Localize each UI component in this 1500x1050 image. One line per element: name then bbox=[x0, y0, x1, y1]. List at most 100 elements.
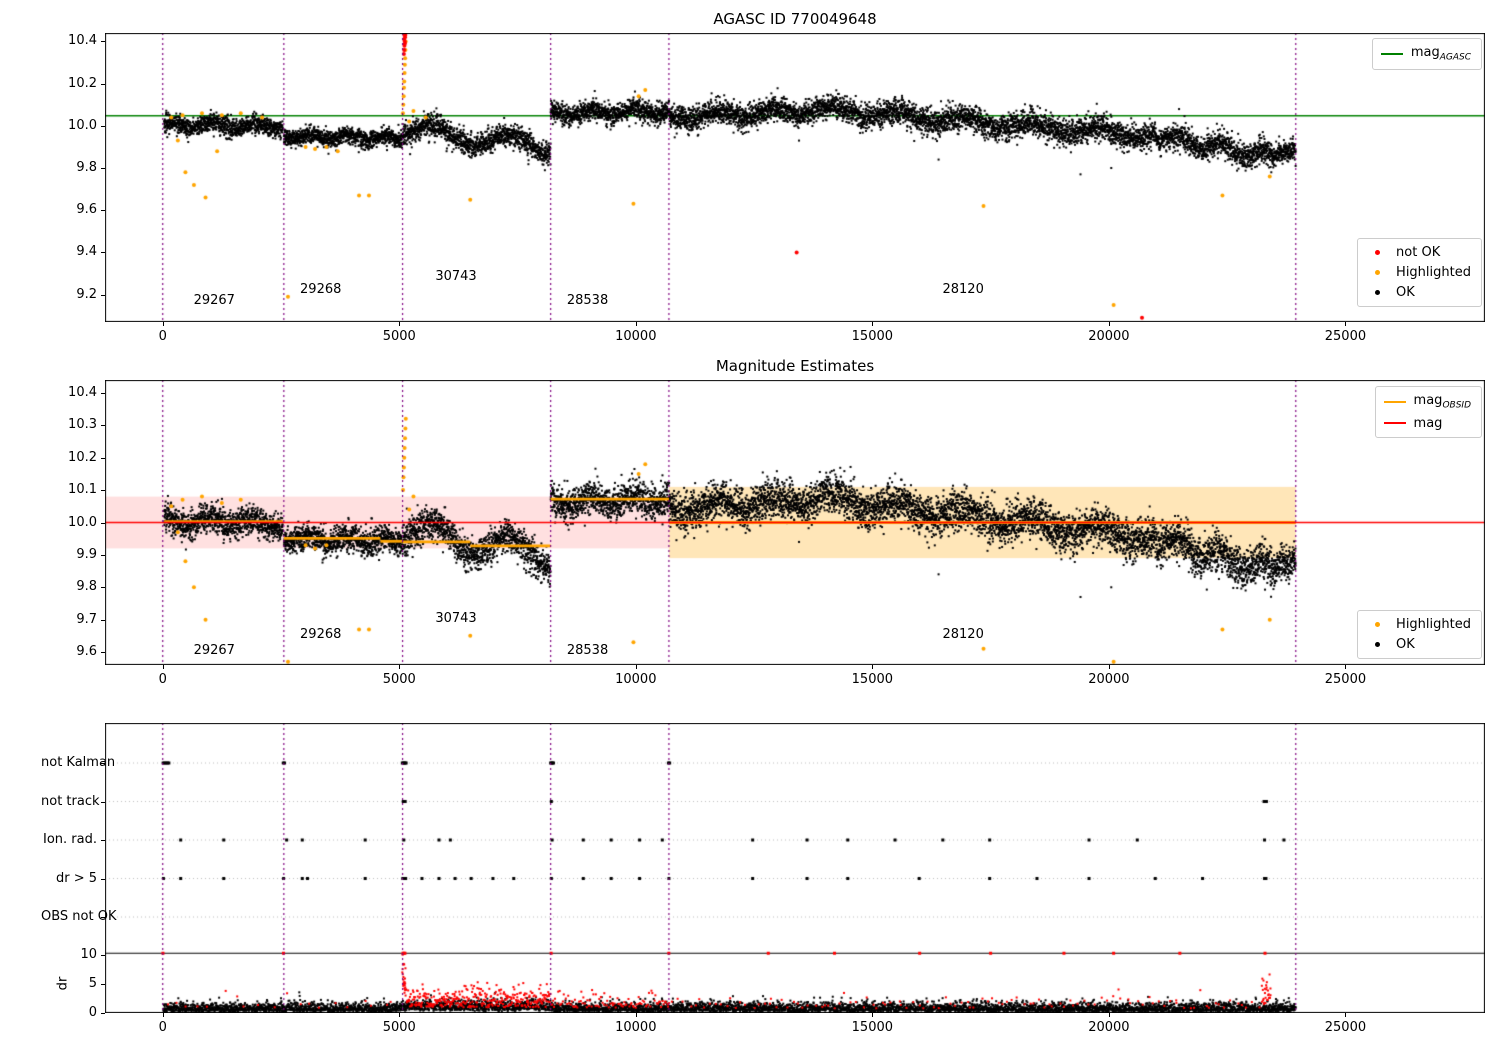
y-tick-label: 9.2 bbox=[76, 286, 97, 302]
plot2-title: Magnitude Estimates bbox=[715, 357, 875, 375]
flag-row-label: dr > 5 bbox=[55, 870, 97, 886]
obsid-annotation: 28538 bbox=[566, 292, 609, 308]
legend: magOBSID mag bbox=[1374, 386, 1482, 438]
legend: magAGASC bbox=[1371, 38, 1482, 70]
legend-dot-swatch bbox=[1366, 250, 1388, 255]
legend-dot-swatch bbox=[1366, 270, 1388, 275]
x-tick-label: 15000 bbox=[851, 672, 894, 687]
flag-row-label: Ion. rad. bbox=[43, 832, 97, 847]
y-tick-mark bbox=[101, 210, 105, 212]
legend-label: mag bbox=[1413, 415, 1443, 431]
y-tick-label: 10.2 bbox=[68, 449, 97, 465]
y-tick-mark bbox=[101, 1013, 105, 1014]
legend-dot-swatch bbox=[1366, 642, 1388, 647]
y-tick-label: 9.8 bbox=[76, 579, 97, 595]
x-tick-label: 20000 bbox=[1088, 1020, 1130, 1035]
x-tick-mark bbox=[635, 1013, 637, 1017]
y-tick-label: 9.7 bbox=[76, 611, 97, 627]
x-tick-mark bbox=[635, 665, 637, 669]
legend: not OK Highlighted OK bbox=[1357, 238, 1482, 307]
obsid-annotation: 30743 bbox=[435, 611, 477, 627]
y-tick-mark bbox=[101, 125, 105, 127]
obsid-annotation: 29268 bbox=[300, 282, 342, 298]
legend-item: Highlighted bbox=[1366, 265, 1471, 280]
y-tick-mark bbox=[101, 619, 105, 621]
x-tick-mark bbox=[872, 665, 874, 669]
y-tick-mark bbox=[101, 587, 105, 589]
dr-axis-label: dr bbox=[55, 976, 71, 991]
x-tick-label: 5000 bbox=[382, 1020, 416, 1035]
agasc-mag-plot-canvas bbox=[105, 33, 1485, 322]
y-tick-label: 10.0 bbox=[68, 117, 97, 133]
legend-label: magOBSID bbox=[1413, 393, 1471, 411]
y-tick-label: 9.6 bbox=[76, 202, 97, 218]
y-tick-label: 9.9 bbox=[76, 546, 97, 562]
y-tick-mark bbox=[101, 955, 105, 956]
x-tick-mark bbox=[1345, 665, 1347, 669]
legend-dot-swatch bbox=[1366, 290, 1388, 295]
legend-item: mag bbox=[1383, 415, 1471, 431]
y-tick-label: 10.4 bbox=[68, 384, 97, 400]
y-tick-mark bbox=[101, 83, 105, 85]
legend: Highlighted OK bbox=[1357, 610, 1482, 659]
x-tick-mark bbox=[1345, 322, 1347, 326]
legend-line-swatch bbox=[1380, 52, 1403, 55]
x-tick-label: 25000 bbox=[1324, 1020, 1367, 1035]
y-tick-label: 9.8 bbox=[76, 160, 97, 175]
legend-label: OK bbox=[1396, 637, 1415, 652]
y-tick-mark bbox=[101, 917, 105, 918]
magnitude-estimates-plot-canvas bbox=[105, 380, 1485, 665]
x-tick-label: 20000 bbox=[1088, 672, 1130, 687]
obsid-annotation: 29267 bbox=[193, 292, 235, 308]
x-tick-label: 15000 bbox=[851, 1020, 894, 1035]
legend-label: Highlighted bbox=[1396, 265, 1471, 280]
legend-label: OK bbox=[1396, 285, 1415, 300]
x-tick-label: 25000 bbox=[1324, 672, 1367, 687]
y-tick-mark bbox=[101, 878, 105, 880]
y-tick-mark bbox=[101, 984, 105, 985]
y-tick-mark bbox=[101, 554, 105, 556]
y-tick-mark bbox=[101, 763, 105, 764]
legend-line-swatch bbox=[1383, 422, 1406, 425]
x-tick-mark bbox=[162, 665, 164, 669]
x-tick-label: 25000 bbox=[1324, 329, 1367, 344]
y-tick-label: 10.4 bbox=[68, 33, 97, 49]
obsid-annotation: 30743 bbox=[435, 268, 477, 284]
dr-tick-label: 5 bbox=[88, 976, 97, 991]
flags-dr-plot-canvas bbox=[105, 723, 1485, 1013]
y-tick-mark bbox=[101, 457, 105, 459]
plot1-title: AGASC ID 770049648 bbox=[713, 10, 877, 28]
x-tick-mark bbox=[1108, 322, 1110, 326]
y-tick-mark bbox=[101, 840, 105, 841]
x-tick-label: 0 bbox=[158, 329, 167, 344]
y-tick-label: 9.4 bbox=[76, 244, 97, 260]
y-tick-label: 10.3 bbox=[68, 417, 97, 433]
y-tick-mark bbox=[101, 168, 105, 169]
x-tick-label: 5000 bbox=[382, 672, 416, 687]
flag-row-label: not track bbox=[41, 793, 100, 809]
legend-label: magAGASC bbox=[1410, 45, 1471, 63]
x-tick-label: 15000 bbox=[851, 329, 894, 344]
y-tick-mark bbox=[101, 294, 105, 296]
x-tick-label: 5000 bbox=[382, 329, 416, 344]
legend-item: Highlighted bbox=[1366, 617, 1471, 632]
y-tick-label: 10.1 bbox=[68, 482, 97, 498]
obsid-annotation: 28120 bbox=[942, 282, 984, 298]
x-tick-label: 10000 bbox=[615, 329, 657, 344]
obsid-annotation: 29267 bbox=[193, 643, 235, 659]
x-tick-label: 10000 bbox=[615, 672, 657, 687]
obsid-annotation: 29268 bbox=[300, 627, 342, 643]
dr-tick-label: 0 bbox=[88, 1005, 97, 1020]
y-tick-label: 10.2 bbox=[68, 75, 97, 91]
x-tick-label: 0 bbox=[158, 672, 167, 687]
legend-line-swatch bbox=[1383, 400, 1406, 403]
x-tick-mark bbox=[635, 322, 637, 326]
x-tick-mark bbox=[1345, 1013, 1347, 1017]
legend-item: not OK bbox=[1366, 245, 1471, 260]
x-tick-mark bbox=[872, 1013, 874, 1017]
flag-row-label: OBS not OK bbox=[41, 909, 117, 924]
y-tick-label: 9.6 bbox=[76, 644, 97, 660]
legend-label: Highlighted bbox=[1396, 617, 1471, 632]
y-tick-mark bbox=[101, 425, 105, 427]
y-tick-mark bbox=[101, 652, 105, 654]
